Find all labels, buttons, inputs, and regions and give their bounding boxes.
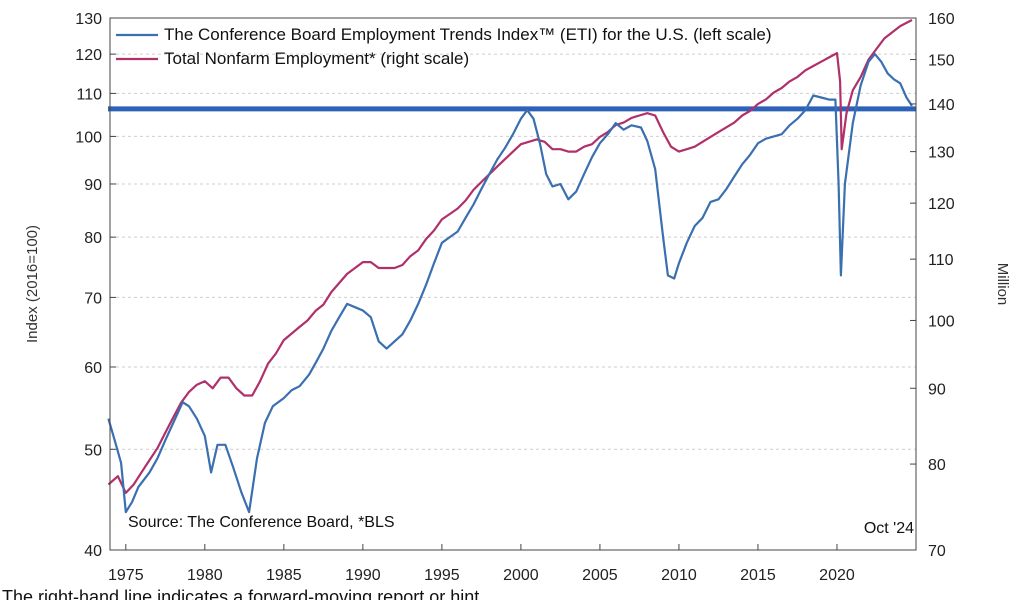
left-tick-label: 70 <box>84 290 102 307</box>
caption-partial: The right-hand line indicates a forward-… <box>0 588 1020 600</box>
right-tick-label: 80 <box>928 457 946 474</box>
employment-series-line <box>107 19 913 494</box>
right-tick-label: 110 <box>928 252 954 269</box>
left-tick-label: 80 <box>84 230 102 247</box>
right-tick-label: 100 <box>928 313 955 330</box>
right-y-axis-label: Million <box>994 263 1011 306</box>
left-y-axis-label: Index (2016=100) <box>24 225 41 343</box>
caption-text: The right-hand line indicates a forward-… <box>2 588 485 600</box>
date-annotation: Oct '24 <box>864 520 914 537</box>
left-tick-label: 60 <box>84 360 102 377</box>
x-tick-label: 2010 <box>661 567 697 584</box>
right-tick-label: 140 <box>928 97 955 114</box>
series-layer <box>107 19 913 514</box>
legend: The Conference Board Employment Trends I… <box>116 25 772 68</box>
left-tick-label: 90 <box>84 177 102 194</box>
x-tick-label: 1990 <box>345 567 381 584</box>
source-annotation: Source: The Conference Board, *BLS <box>128 514 395 531</box>
x-tick-label: 2000 <box>503 567 539 584</box>
gridlines <box>110 53 916 450</box>
left-tick-label: 50 <box>84 442 102 459</box>
x-tick-label: 2020 <box>819 567 855 584</box>
right-tick-label: 120 <box>928 196 955 213</box>
legend-label: Total Nonfarm Employment* (right scale) <box>164 49 469 68</box>
x-axis-ticks: 1975 1980 1985 1990 1995 2000 2005 2010 2015 2020 <box>108 544 855 584</box>
x-tick-label: 1995 <box>424 567 460 584</box>
right-tick-label: 90 <box>928 381 946 398</box>
right-tick-label: 130 <box>928 145 955 162</box>
legend-label: The Conference Board Employment Trends I… <box>164 25 772 44</box>
left-tick-label: 130 <box>75 11 102 28</box>
x-tick-label: 1985 <box>266 567 302 584</box>
left-tick-label: 120 <box>75 47 102 64</box>
right-tick-label: 150 <box>928 53 955 70</box>
left-y-axis-ticks: 40 50 60 70 80 90 100 110 120 130 <box>75 11 116 560</box>
right-tick-label: 70 <box>928 543 946 560</box>
left-tick-label: 40 <box>84 543 102 560</box>
right-tick-label: 160 <box>928 11 955 28</box>
plot-frame <box>109 17 917 551</box>
left-tick-label: 100 <box>75 129 102 146</box>
x-tick-label: 1975 <box>108 567 144 584</box>
right-y-axis-ticks: 70 80 90 100 110 120 130 140 150 160 <box>910 11 955 560</box>
x-tick-label: 2005 <box>582 567 618 584</box>
eti-series-line <box>107 53 913 514</box>
x-tick-label: 2015 <box>740 567 776 584</box>
left-tick-label: 110 <box>76 86 102 103</box>
x-tick-label: 1980 <box>187 567 223 584</box>
